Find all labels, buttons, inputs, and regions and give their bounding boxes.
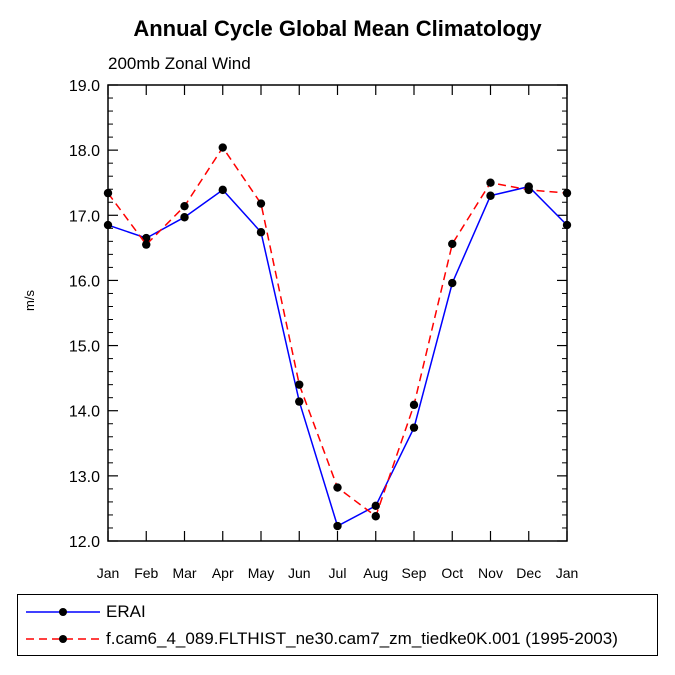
data-point xyxy=(180,201,189,211)
data-point xyxy=(486,178,495,187)
data-point xyxy=(409,423,419,432)
data-point xyxy=(409,400,419,410)
x-tick-label: Jan xyxy=(556,565,579,581)
data-point xyxy=(371,512,380,521)
x-tick-label: Jul xyxy=(329,565,347,581)
legend-label-erai: ERAI xyxy=(106,602,146,621)
data-point xyxy=(142,240,151,249)
data-point xyxy=(218,185,227,195)
x-tick-label: Aug xyxy=(363,565,388,581)
series-layer xyxy=(103,143,572,531)
data-point xyxy=(524,185,533,195)
legend-item-model: f.cam6_4_089.FLTHIST_ne30.cam7_zm_tiedke… xyxy=(18,627,657,651)
ticks-layer: 12.0 13.0 14.0 15.0 16.0 17.0 18.0 19.0 Jan Feb Ma… xyxy=(69,78,578,581)
y-tick-label: 15.0 xyxy=(69,339,100,356)
y-tick-label: 12.0 xyxy=(69,534,100,551)
data-point xyxy=(371,501,380,511)
series-line-0 xyxy=(107,185,568,528)
x-tick-label: Mar xyxy=(172,565,196,581)
x-tick-label: Nov xyxy=(478,565,503,581)
data-point xyxy=(486,191,495,200)
legend: ERAI f.cam6_4_089.FLTHIST_ne30.cam7_zm_t… xyxy=(17,594,658,656)
x-tick-label: May xyxy=(248,565,274,581)
chart-subtitle: 200mb Zonal Wind xyxy=(108,54,251,73)
x-tick-label: Dec xyxy=(516,565,541,581)
data-point xyxy=(142,233,151,243)
x-tick-label: Feb xyxy=(134,565,158,581)
series-line-1 xyxy=(107,146,568,518)
data-point xyxy=(256,199,266,208)
data-point xyxy=(256,228,266,237)
x-tick-label: Sep xyxy=(402,565,427,581)
chart-title: Annual Cycle Global Mean Climatology xyxy=(133,16,542,41)
y-tick-label: 14.0 xyxy=(69,404,100,421)
legend-marker-erai xyxy=(26,608,100,616)
y-tick-label: 18.0 xyxy=(69,143,100,160)
x-tick-label: Jan xyxy=(97,565,120,581)
data-point xyxy=(333,521,342,531)
data-point xyxy=(448,278,457,288)
legend-label-model: f.cam6_4_089.FLTHIST_ne30.cam7_zm_tiedke… xyxy=(106,629,618,648)
data-point xyxy=(295,380,304,389)
data-point xyxy=(218,143,227,152)
y-tick-label: 17.0 xyxy=(69,208,100,225)
data-point xyxy=(448,239,457,249)
y-tick-label: 19.0 xyxy=(69,78,100,95)
y-tick-label: 13.0 xyxy=(69,469,100,486)
legend-marker-model xyxy=(26,635,100,643)
y-tick-label: 16.0 xyxy=(69,273,100,290)
x-tick-label: Oct xyxy=(441,565,463,581)
legend-item-erai: ERAI xyxy=(18,600,657,624)
data-point xyxy=(180,213,189,222)
data-point xyxy=(333,483,342,492)
x-tick-label: Jun xyxy=(288,565,311,581)
x-tick-label: Apr xyxy=(212,565,234,581)
plot-frame xyxy=(107,84,568,542)
data-point xyxy=(295,397,304,406)
